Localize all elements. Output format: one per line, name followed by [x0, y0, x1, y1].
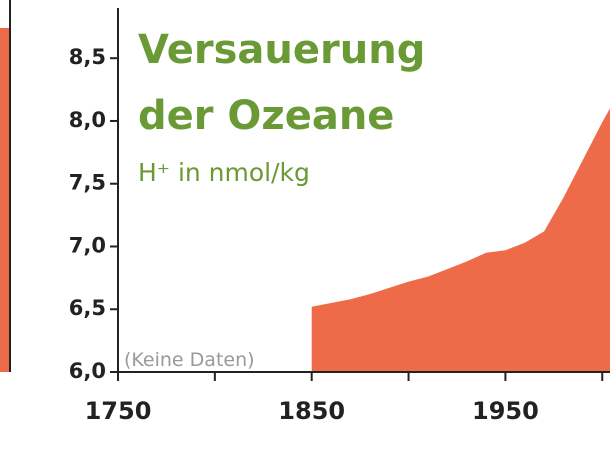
area: [311, 108, 610, 373]
chart-subtitle: H⁺ in nmol/kg: [138, 158, 310, 187]
y-tick-label: 7,0: [69, 233, 106, 257]
x-tick-label: 1950: [472, 397, 539, 425]
y-tick-label: 7,5: [69, 171, 106, 195]
y-tick-label: 8,5: [69, 45, 106, 69]
y-tick-label: 8,0: [69, 108, 106, 132]
y-tick-label: 6,5: [69, 296, 106, 320]
neighbor-chart-edge: [0, 28, 9, 372]
plot: 6,0 6,5 7,0 7,5 8,0 8,5 1750 1850 1950: [69, 8, 610, 425]
chart-title-line: der Ozeane: [138, 93, 394, 139]
x-tick-label: 1750: [85, 397, 152, 425]
annotation: (Keine Daten): [124, 349, 255, 371]
x-tick-label: 1850: [278, 397, 345, 425]
y-tick-label: 6,0: [69, 359, 106, 383]
chart-title-line: Versauerung: [138, 27, 425, 73]
